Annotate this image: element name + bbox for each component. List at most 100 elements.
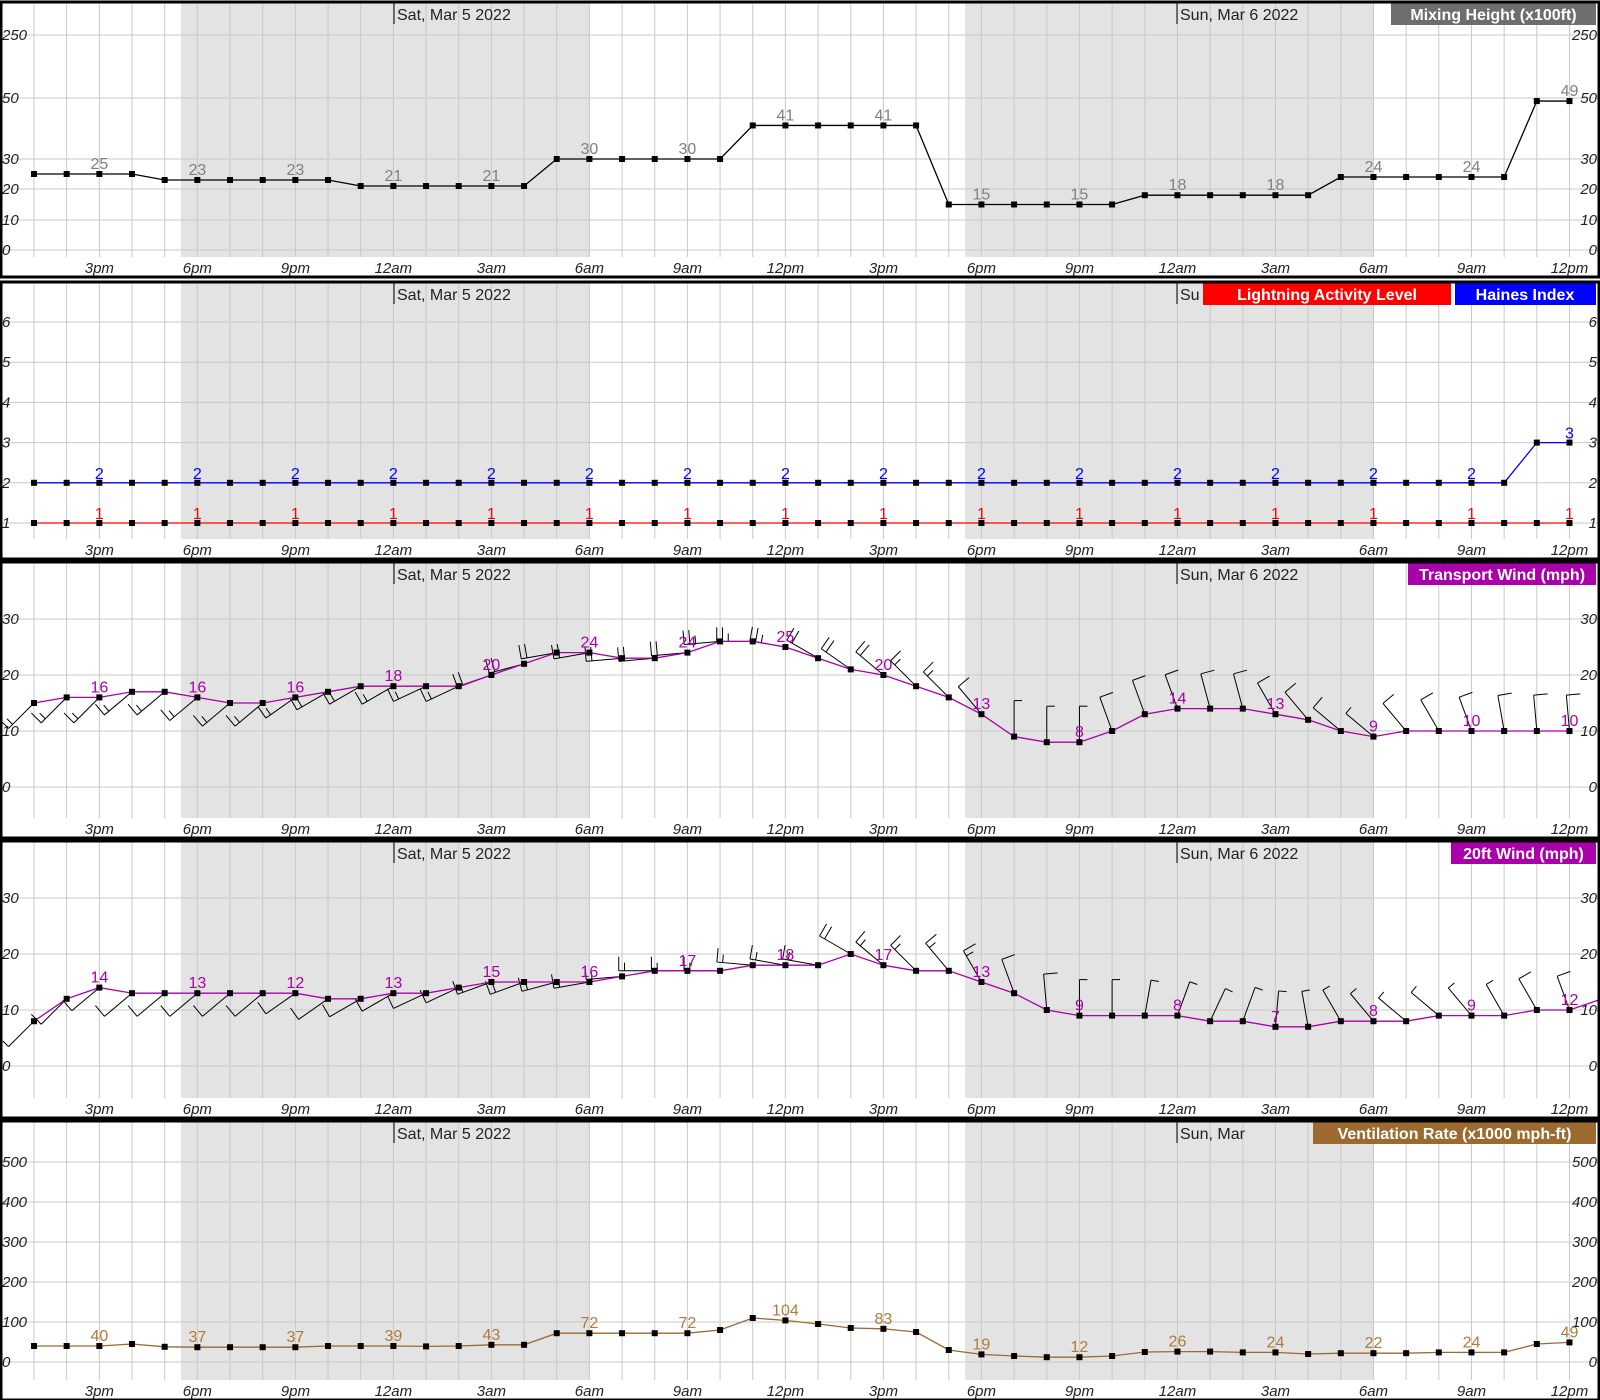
y-tick-label-right: 30 bbox=[1580, 890, 1597, 907]
wind-barb-shaft bbox=[521, 652, 557, 660]
wind-barb-shaft bbox=[1410, 992, 1440, 1016]
data-point bbox=[1109, 520, 1116, 526]
y-tick-label-right: 50 bbox=[1580, 90, 1597, 107]
data-point bbox=[651, 655, 658, 662]
data-point bbox=[63, 479, 70, 486]
time-tick-label: 6pm bbox=[183, 1101, 212, 1118]
time-tick-label: 3pm bbox=[869, 1101, 898, 1118]
data-point bbox=[292, 520, 299, 526]
time-tick-label: 9pm bbox=[281, 1101, 310, 1118]
wind-barb-shaft bbox=[855, 651, 884, 676]
time-tick-label: 6pm bbox=[967, 1383, 996, 1400]
wind-barb-feather bbox=[1001, 954, 1016, 960]
data-point bbox=[1468, 520, 1475, 526]
data-point bbox=[684, 1330, 691, 1337]
data-point bbox=[815, 655, 822, 662]
data-point bbox=[684, 649, 691, 656]
wind-barb-feather bbox=[233, 715, 240, 723]
data-point bbox=[423, 1343, 430, 1350]
time-tick-label: 12pm bbox=[1551, 542, 1589, 559]
data-label: 12 bbox=[1071, 1339, 1089, 1356]
wind-barb bbox=[1164, 669, 1179, 709]
data-label: 2 bbox=[977, 466, 986, 483]
data-point bbox=[1305, 1023, 1312, 1030]
wind-barb bbox=[257, 696, 296, 719]
wind-barb-feather bbox=[1132, 675, 1146, 681]
data-label: 39 bbox=[384, 1328, 402, 1345]
wind-barb-feather bbox=[859, 939, 866, 947]
wind-barb-feather bbox=[193, 1005, 203, 1017]
wind-barb-shaft bbox=[1284, 691, 1309, 721]
data-point bbox=[1011, 1353, 1018, 1359]
wind-barb bbox=[855, 931, 884, 966]
wind-barb bbox=[160, 697, 198, 721]
wind-barb-shaft bbox=[1556, 976, 1570, 1011]
wind-barb-feather bbox=[963, 943, 976, 952]
data-point bbox=[1533, 439, 1540, 446]
data-point bbox=[619, 973, 626, 980]
data-label: 2 bbox=[1075, 466, 1084, 483]
data-label: 8 bbox=[1369, 1003, 1378, 1020]
wind-barb bbox=[257, 992, 296, 1015]
wind-barb-feather bbox=[859, 644, 870, 656]
y-tick-label-left: 20 bbox=[1, 946, 19, 963]
data-point bbox=[1305, 520, 1312, 526]
wind-barb-feather bbox=[755, 627, 759, 642]
data-point bbox=[129, 990, 136, 997]
data-label: 41 bbox=[777, 107, 795, 124]
data-point bbox=[978, 711, 985, 718]
data-point bbox=[782, 479, 789, 486]
wind-barb-feather bbox=[1257, 675, 1270, 684]
data-point bbox=[1076, 201, 1083, 208]
time-tick-label: 12am bbox=[375, 260, 413, 277]
data-label: 12 bbox=[1561, 992, 1579, 1009]
data-point bbox=[521, 520, 528, 526]
night-shade bbox=[181, 841, 590, 1098]
data-point bbox=[1468, 479, 1475, 486]
time-tick-label: 6am bbox=[1359, 821, 1388, 838]
time-tick-label: 3am bbox=[477, 542, 506, 559]
data-point bbox=[880, 962, 887, 969]
data-point bbox=[96, 1343, 103, 1349]
panel-border bbox=[0, 560, 1600, 840]
data-label: 1 bbox=[389, 506, 398, 523]
y-tick-label-right: 0 bbox=[1589, 1354, 1598, 1371]
data-label: 16 bbox=[188, 679, 206, 696]
wind-barb-shaft bbox=[553, 981, 590, 989]
data-label: 2 bbox=[193, 466, 202, 483]
data-label: 9 bbox=[1075, 998, 1084, 1015]
data-label: 1 bbox=[1565, 506, 1574, 523]
date-label: Sat, Mar 5 2022 bbox=[397, 846, 511, 863]
data-point bbox=[978, 979, 985, 985]
wind-barb-feather bbox=[95, 703, 105, 716]
data-point bbox=[717, 1327, 724, 1333]
y-tick-label-left: 6 bbox=[2, 314, 11, 331]
wind-barb-feather bbox=[63, 712, 75, 724]
wind-barb-feather bbox=[716, 948, 719, 963]
wind-barb-shaft bbox=[1518, 978, 1538, 1011]
wind-barb-feather bbox=[394, 691, 400, 700]
data-point bbox=[913, 520, 920, 526]
y-tick-label-right: 20 bbox=[1579, 946, 1597, 963]
panel-border bbox=[0, 0, 1600, 279]
data-point bbox=[913, 1329, 920, 1335]
time-tick-label: 12am bbox=[375, 542, 413, 559]
time-tick-label: 6pm bbox=[183, 542, 212, 559]
wind-barb bbox=[225, 992, 264, 1017]
wind-barb bbox=[1078, 705, 1088, 743]
wind-barb bbox=[1556, 970, 1571, 1011]
data-point bbox=[1174, 1348, 1181, 1355]
wind-barb bbox=[1274, 990, 1287, 1027]
data-label: 23 bbox=[188, 162, 206, 179]
data-point bbox=[96, 479, 103, 486]
data-point bbox=[815, 1321, 822, 1327]
data-label: 40 bbox=[90, 1328, 108, 1345]
time-tick-label: 3am bbox=[1261, 1383, 1290, 1400]
data-label: 17 bbox=[875, 947, 893, 964]
wind-barb bbox=[63, 697, 100, 724]
data-point bbox=[1141, 192, 1148, 199]
data-point bbox=[978, 201, 985, 208]
wind-barb-feather bbox=[584, 965, 587, 980]
data-point bbox=[1435, 728, 1442, 734]
data-point bbox=[847, 520, 854, 526]
